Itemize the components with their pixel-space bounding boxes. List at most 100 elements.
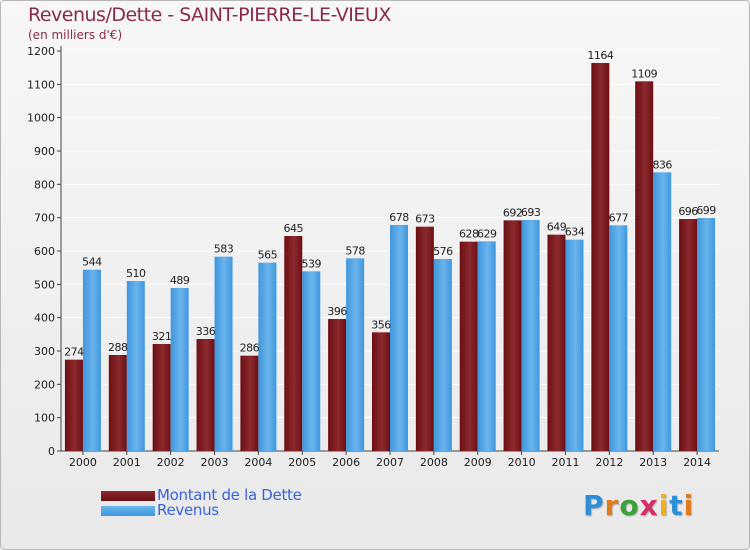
- bar-debt-2012: [591, 63, 610, 451]
- y-tick-label: 200: [34, 378, 55, 391]
- data-label-revenue: 583: [214, 243, 234, 256]
- data-label-debt: 396: [327, 305, 347, 318]
- data-label-debt: 356: [371, 318, 391, 331]
- y-tick-label: 1100: [27, 78, 55, 91]
- data-label-debt: 274: [64, 346, 84, 359]
- y-tick-label: 400: [34, 312, 55, 325]
- bar-revenue-2001: [126, 281, 145, 451]
- bar-debt-2007: [372, 332, 390, 451]
- logo-letter: i: [658, 489, 670, 522]
- bar-revenue-2006: [346, 258, 365, 451]
- data-label-revenue: 836: [652, 158, 672, 171]
- bar-revenue-2011: [565, 239, 584, 451]
- bar-revenue-2009: [477, 241, 496, 451]
- data-label-revenue: 565: [258, 249, 278, 262]
- data-label-debt: 1109: [631, 67, 657, 80]
- y-tick-label: 900: [34, 145, 55, 158]
- bar-revenue-2010: [521, 220, 540, 451]
- data-label-revenue: 678: [389, 211, 409, 224]
- data-label-debt: 628: [459, 228, 479, 241]
- bar-debt-2004: [240, 355, 259, 451]
- x-tick-label: 2010: [508, 456, 536, 469]
- y-tick-label: 800: [34, 178, 55, 191]
- proxiti-logo: Proxiti: [583, 489, 694, 522]
- x-tick-label: 2014: [683, 456, 711, 469]
- x-tick-label: 2001: [113, 456, 141, 469]
- bar-debt-2008: [415, 226, 434, 451]
- legend-label-debt: Montant de la Dette: [157, 486, 302, 504]
- bar-debt-2005: [284, 236, 303, 451]
- bar-debt-2002: [152, 344, 171, 451]
- data-label-debt: 645: [284, 222, 304, 235]
- x-tick-label: 2013: [639, 456, 667, 469]
- bar-debt-2000: [64, 359, 83, 451]
- data-label-revenue: 629: [477, 227, 497, 240]
- bar-revenue-2014: [697, 218, 716, 451]
- logo-letter: t: [669, 489, 684, 522]
- bar-debt-2009: [459, 241, 478, 451]
- bar-revenue-2013: [653, 172, 672, 452]
- data-label-debt: 1164: [587, 49, 613, 62]
- data-label-debt: 692: [503, 206, 523, 219]
- bar-revenue-2000: [82, 269, 101, 451]
- bar-revenue-2003: [214, 256, 233, 451]
- data-label-debt: 286: [240, 342, 260, 355]
- data-label-revenue: 693: [521, 206, 541, 219]
- bar-debt-2011: [547, 234, 566, 451]
- data-label-revenue: 677: [609, 211, 629, 224]
- data-label-revenue: 510: [126, 267, 146, 280]
- bar-revenue-2005: [302, 271, 321, 451]
- bar-revenue-2008: [433, 259, 452, 451]
- data-label-revenue: 489: [170, 274, 190, 287]
- x-tick-label: 2003: [201, 456, 229, 469]
- x-tick-label: 2011: [551, 456, 579, 469]
- x-tick-label: 2009: [464, 456, 492, 469]
- y-tick-label: 0: [48, 445, 55, 458]
- x-tick-label: 2000: [69, 456, 97, 469]
- data-label-debt: 336: [196, 325, 216, 338]
- chart-title: Revenus/Dette - SAINT-PIERRE-LE-VIEUX: [28, 4, 391, 26]
- bar-debt-2003: [196, 339, 215, 451]
- chart-subtitle: (en milliers d'€): [28, 28, 123, 42]
- bar-debt-2014: [679, 219, 698, 451]
- data-label-debt: 321: [152, 330, 172, 343]
- x-tick-label: 2005: [288, 456, 316, 469]
- bar-revenue-2007: [390, 225, 408, 451]
- x-tick-label: 2007: [376, 456, 404, 469]
- data-label-revenue: 634: [565, 226, 585, 239]
- data-label-revenue: 578: [345, 244, 365, 257]
- y-tick-label: 1000: [27, 112, 55, 125]
- data-label-revenue: 539: [302, 257, 322, 270]
- data-label-revenue: 576: [433, 245, 453, 258]
- y-tick-label: 500: [34, 278, 55, 291]
- bar-debt-2001: [108, 355, 127, 451]
- y-tick-label: 600: [34, 245, 55, 258]
- data-label-debt: 673: [415, 213, 435, 226]
- data-label-debt: 288: [108, 341, 128, 354]
- bar-revenue-2004: [258, 262, 277, 451]
- x-tick-label: 2002: [157, 456, 185, 469]
- data-label-debt: 649: [547, 221, 567, 234]
- x-tick-label: 2006: [332, 456, 360, 469]
- y-tick-label: 700: [34, 212, 55, 225]
- logo-letter: i: [683, 489, 695, 522]
- legend-swatch-revenue: [101, 506, 155, 516]
- y-tick-label: 100: [34, 412, 55, 425]
- y-tick-label: 1200: [27, 45, 55, 58]
- x-tick-label: 2004: [244, 456, 272, 469]
- logo-letter: o: [619, 489, 640, 522]
- bar-debt-2013: [635, 81, 654, 451]
- logo-letter: P: [583, 489, 605, 522]
- bar-debt-2006: [328, 319, 347, 451]
- x-tick-label: 2008: [420, 456, 448, 469]
- logo-letter: x: [639, 489, 659, 522]
- logo-letter: r: [604, 489, 620, 522]
- legend-label-revenue: Revenus: [157, 501, 219, 519]
- data-label-revenue: 699: [696, 204, 716, 217]
- bar-debt-2010: [503, 220, 522, 451]
- legend-swatch-debt: [101, 491, 155, 501]
- x-tick-label: 2012: [595, 456, 623, 469]
- bar-revenue-2002: [170, 288, 189, 451]
